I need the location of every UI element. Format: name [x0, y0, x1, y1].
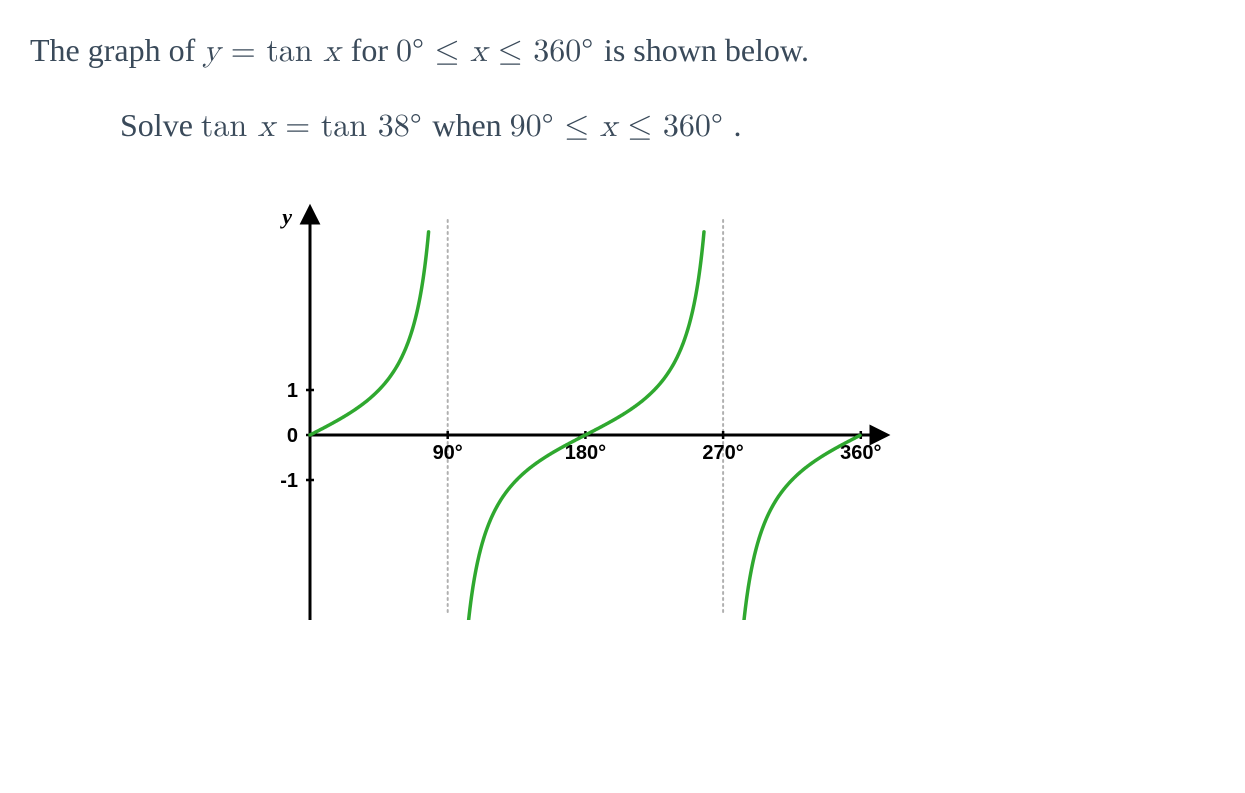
- problem-statement-line2: Solve tan x = tan 38° when 90° ≤ x ≤ 360…: [120, 103, 1215, 150]
- svg-text:1: 1: [287, 380, 298, 402]
- svg-text:90°: 90°: [433, 442, 463, 464]
- text: The graph of: [30, 32, 203, 68]
- text: Solve: [120, 107, 201, 143]
- text: when: [432, 107, 509, 143]
- text: is shown below.: [604, 32, 809, 68]
- tan-graph: 10-190°180°270°360°yx: [255, 190, 895, 630]
- range: 90° ≤ x ≤ 360°: [510, 111, 734, 143]
- equation: tan x = tan 38°: [201, 111, 432, 143]
- svg-text:y: y: [279, 204, 292, 229]
- range: 0° ≤ x ≤ 360°: [396, 36, 604, 68]
- equation: y = tan x: [203, 36, 350, 68]
- svg-text:0: 0: [287, 425, 298, 447]
- text: for: [351, 32, 396, 68]
- svg-text:360°: 360°: [840, 442, 881, 464]
- text: .: [734, 107, 742, 143]
- svg-text:-1: -1: [280, 470, 298, 492]
- svg-text:270°: 270°: [702, 442, 743, 464]
- svg-text:180°: 180°: [565, 442, 606, 464]
- problem-statement-line1: The graph of y = tan x for 0° ≤ x ≤ 360°…: [30, 28, 1215, 75]
- chart-svg: 10-190°180°270°360°yx: [255, 190, 895, 630]
